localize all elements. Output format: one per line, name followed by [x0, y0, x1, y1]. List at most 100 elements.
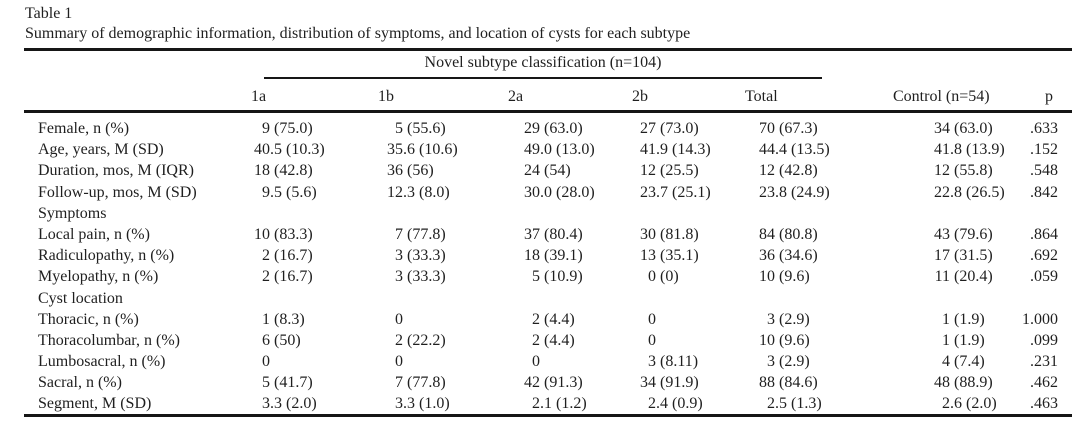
table-row: Thoracic, n (%) 1 (8.3) 0 2 (4.4) 0 3 (2…	[24, 309, 1072, 330]
rule-header-bottom	[24, 110, 1072, 113]
col-header-total: Total	[745, 88, 778, 105]
table-cell: 40.5 (10.3)	[254, 141, 325, 159]
table-cell	[490, 203, 614, 224]
rule-top	[24, 48, 1072, 51]
row-label: Thoracic, n (%)	[38, 310, 139, 328]
table-cell: 0 (0)	[648, 268, 679, 286]
table-row: Lumbosacral, n (%) 0 0 0 3 (8.11) 3 (2.9…	[24, 351, 1072, 372]
table-cell: 3.3 (2.0)	[262, 395, 317, 413]
table-cell: 41.9 (14.3)	[640, 141, 711, 159]
table-cell	[1012, 203, 1072, 224]
table-cell: 37 (80.4)	[524, 225, 583, 243]
table-row: Duration, mos, M (IQR) 18 (42.8) 36 (56)…	[24, 160, 1072, 181]
table-body: Female, n (%) 9 (75.0) 5 (55.6) 29 (63.0…	[24, 114, 1072, 415]
row-label: Segment, M (SD)	[38, 395, 152, 413]
table-cell: 3 (2.9)	[767, 353, 810, 371]
table-cell: .462	[1030, 374, 1058, 392]
section-row: Symptoms	[24, 203, 1072, 224]
table-cell: 11 (20.4)	[934, 268, 993, 286]
table-cell: .152	[1030, 141, 1058, 159]
table-cell: 3 (2.9)	[767, 310, 810, 328]
table-cell: 7 (77.8)	[395, 374, 446, 392]
row-label: Local pain, n (%)	[38, 225, 150, 243]
table-cell: 24 (54)	[524, 162, 571, 180]
row-label: Radiculopathy, n (%)	[38, 247, 175, 265]
row-label: Age, years, M (SD)	[38, 141, 164, 159]
table-cell: .231	[1030, 353, 1058, 371]
table-cell: 12 (42.8)	[759, 162, 818, 180]
col-header-1a: 1a	[251, 88, 267, 105]
table-cell: .463	[1030, 395, 1058, 413]
row-label: Female, n (%)	[38, 120, 130, 137]
table-cell	[614, 288, 738, 309]
table-cell: 12 (55.8)	[934, 162, 993, 180]
table-cell: 9.5 (5.6)	[262, 183, 317, 201]
table-row: Age, years, M (SD) 40.5 (10.3) 35.6 (10.…	[24, 139, 1072, 160]
table-cell	[490, 288, 614, 309]
table-cell: 10 (83.3)	[254, 225, 313, 243]
table-cell: 5 (55.6)	[395, 120, 446, 137]
table-number: Table 1	[25, 5, 73, 22]
table-cell: 10 (9.6)	[759, 268, 810, 286]
table-cell: .842	[1030, 183, 1058, 201]
section-label: Symptoms	[38, 204, 107, 222]
table-cell	[250, 203, 373, 224]
table-cell: 3 (8.11)	[648, 353, 699, 371]
row-label: Myelopathy, n (%)	[38, 268, 159, 286]
table-cell: 0	[648, 310, 656, 328]
section-row: Cyst location	[24, 288, 1072, 309]
table-cell: 7 (77.8)	[395, 225, 446, 243]
table-cell: 1 (1.9)	[942, 331, 985, 349]
table-cell: 30.0 (28.0)	[524, 183, 595, 201]
table-cell: 22.8 (26.5)	[934, 183, 1005, 201]
table-row: Thoracolumbar, n (%) 6 (50) 2 (22.2) 2 (…	[24, 330, 1072, 351]
table-cell: .059	[1030, 268, 1058, 286]
table-cell: 34 (63.0)	[934, 120, 993, 137]
table-row: Local pain, n (%) 10 (83.3) 7 (77.8) 37 …	[24, 224, 1072, 245]
table-cell	[373, 203, 490, 224]
table-cell: 29 (63.0)	[524, 120, 583, 137]
table-cell: 23.8 (24.9)	[759, 183, 830, 201]
table-cell: 12 (25.5)	[640, 162, 699, 180]
table-cell: 34 (91.9)	[640, 374, 699, 392]
table-cell: 2 (16.7)	[262, 247, 313, 265]
table-cell: 27 (73.0)	[640, 120, 699, 137]
row-label: Lumbosacral, n (%)	[38, 353, 166, 371]
table-cell: 3.3 (1.0)	[395, 395, 450, 413]
table-cell: 18 (42.8)	[254, 162, 313, 180]
table-row: Sacral, n (%) 5 (41.7) 7 (77.8) 42 (91.3…	[24, 372, 1072, 393]
table-cell: 2.1 (1.2)	[532, 395, 587, 413]
row-label: Thoracolumbar, n (%)	[38, 331, 180, 349]
table-cell: 36 (34.6)	[759, 247, 818, 265]
table-cell: 0	[648, 331, 656, 349]
row-label: Follow-up, mos, M (SD)	[38, 183, 197, 201]
table-cell	[738, 203, 862, 224]
table-row: Segment, M (SD) 3.3 (2.0) 3.3 (1.0) 2.1 …	[24, 393, 1072, 414]
table-cell: 35.6 (10.6)	[387, 141, 458, 159]
table-cell: 2 (4.4)	[532, 331, 575, 349]
col-header-empty	[24, 85, 250, 109]
table-cell: 1 (1.9)	[942, 310, 985, 328]
table-cell: 4 (7.4)	[942, 353, 985, 371]
table-cell: 84 (80.8)	[759, 225, 818, 243]
table-cell	[862, 288, 1012, 309]
table-cell: 49.0 (13.0)	[524, 141, 595, 159]
table-cell: 2.4 (0.9)	[648, 395, 703, 413]
table-row: Radiculopathy, n (%) 2 (16.7) 3 (33.3) 1…	[24, 245, 1072, 266]
table-cell: 5 (10.9)	[532, 268, 583, 286]
table-cell: 2.5 (1.3)	[767, 395, 822, 413]
col-header-1b: 1b	[378, 88, 394, 105]
table-cell	[1012, 288, 1072, 309]
table-cell: 88 (84.6)	[759, 374, 818, 392]
column-header-row: 1a 1b 2a 2b Total Control (n=54) p	[24, 85, 1072, 109]
table-cell: 41.8 (13.9)	[934, 141, 1005, 159]
table-cell	[862, 203, 1012, 224]
table-cell	[373, 288, 490, 309]
table-cell: 42 (91.3)	[524, 374, 583, 392]
section-label: Cyst location	[38, 289, 123, 307]
col-header-control: Control (n=54)	[893, 88, 990, 105]
rule-spanner	[264, 77, 822, 79]
table-cell: 30 (81.8)	[640, 225, 699, 243]
table-cell: 0	[532, 353, 540, 371]
